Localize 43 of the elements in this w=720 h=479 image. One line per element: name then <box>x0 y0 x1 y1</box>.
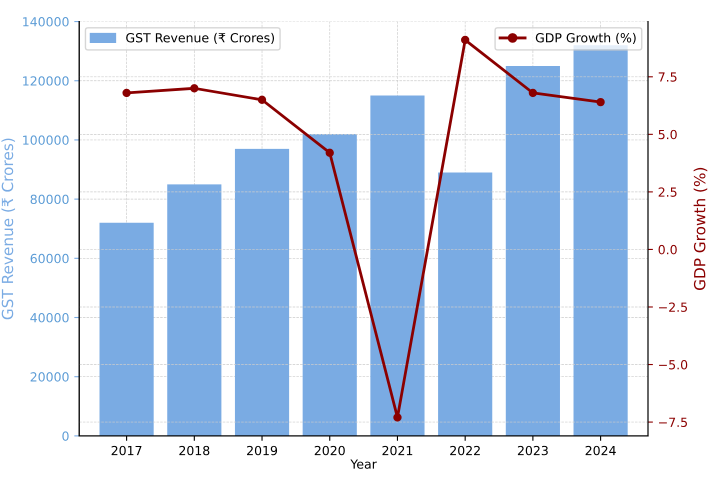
x-tick-label: 2022 <box>450 446 480 456</box>
bar <box>234 148 290 436</box>
x-axis-title: Year <box>350 459 377 469</box>
point <box>122 88 131 98</box>
x-tick-label: 2024 <box>586 446 616 456</box>
y-axis-title: GST Revenue (₹ Crores) <box>1 138 16 320</box>
y2-tick-label: −5.0 <box>659 360 688 370</box>
x-tick-label: 2018 <box>179 446 210 456</box>
y-tick-label: 80000 <box>30 194 69 204</box>
y-tick-label: 100000 <box>23 135 69 145</box>
y2-tick-label: 2.5 <box>658 187 677 197</box>
point <box>326 148 334 157</box>
y-tick-label: 40000 <box>30 312 69 322</box>
legend-label: GDP Growth (%) <box>536 32 636 44</box>
point <box>528 88 538 98</box>
y2-tick-label: 5.0 <box>658 130 677 140</box>
y-tick-label: 120000 <box>23 76 69 86</box>
bar <box>302 134 357 436</box>
point <box>258 96 266 104</box>
point <box>190 84 198 92</box>
y2-tick-label: −2.5 <box>659 302 687 312</box>
y2-tick-label: −7.5 <box>659 418 687 428</box>
bar <box>370 96 425 436</box>
bar <box>506 66 560 436</box>
y-tick-label: 140000 <box>23 17 69 26</box>
point <box>393 413 402 422</box>
y2-tick-label: 0.0 <box>658 244 677 254</box>
bar <box>438 172 492 436</box>
legend-label: GST Revenue (₹ Crores) <box>126 32 274 44</box>
x-tick-label: 2020 <box>314 446 345 456</box>
x-tick-label: 2021 <box>382 446 412 456</box>
x-tick-label: 2019 <box>247 446 278 456</box>
y2-axis-title: GDP Growth (%) <box>694 168 708 290</box>
bar <box>167 184 222 436</box>
x-tick-label: 2017 <box>112 446 142 456</box>
bar <box>100 222 154 436</box>
y-tick-label: 20000 <box>30 372 69 382</box>
x-tick-label: 2023 <box>518 446 548 456</box>
y2-tick-label: 7.5 <box>658 72 677 82</box>
y-tick-label: 60000 <box>30 254 69 264</box>
point <box>596 98 605 106</box>
y-tick-label: 0 <box>62 431 69 441</box>
point <box>461 36 470 44</box>
